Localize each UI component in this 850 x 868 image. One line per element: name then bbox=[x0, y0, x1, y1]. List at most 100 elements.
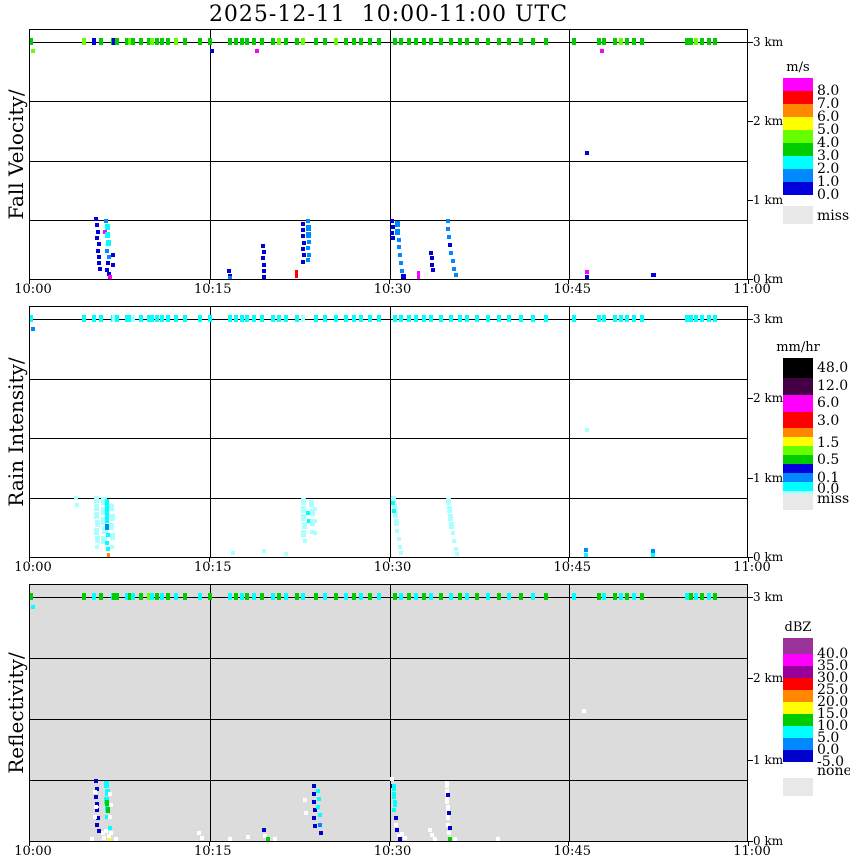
data-mark bbox=[301, 222, 305, 226]
data-mark bbox=[97, 261, 101, 265]
data-mark bbox=[323, 38, 327, 45]
colorbar-block bbox=[783, 78, 813, 91]
data-mark bbox=[183, 593, 187, 600]
gridline-vertical bbox=[210, 30, 211, 279]
data-mark bbox=[108, 275, 112, 279]
colorbar-block bbox=[783, 395, 813, 412]
y-tick-mark bbox=[748, 678, 753, 679]
data-mark bbox=[447, 811, 451, 815]
data-mark bbox=[301, 260, 305, 264]
data-mark bbox=[399, 315, 403, 322]
data-mark bbox=[107, 834, 111, 838]
data-mark bbox=[446, 823, 450, 827]
data-mark bbox=[613, 315, 617, 322]
colorbar-value-label: 0.0 bbox=[817, 742, 840, 758]
data-mark bbox=[619, 315, 623, 322]
data-mark bbox=[377, 38, 381, 45]
data-mark bbox=[106, 240, 111, 246]
data-mark bbox=[407, 38, 411, 45]
data-mark bbox=[689, 593, 693, 600]
colorbar-value-label: -5.0 bbox=[817, 754, 844, 770]
data-mark bbox=[109, 523, 114, 530]
data-mark bbox=[295, 315, 299, 322]
data-mark bbox=[31, 49, 35, 53]
data-mark bbox=[407, 593, 411, 600]
data-mark bbox=[694, 38, 698, 45]
gridline-vertical bbox=[569, 585, 570, 841]
data-mark bbox=[392, 784, 396, 791]
colorbar-block bbox=[783, 104, 813, 117]
data-mark bbox=[399, 261, 403, 265]
data-mark bbox=[105, 232, 110, 238]
data-mark bbox=[619, 38, 623, 45]
data-mark bbox=[585, 428, 589, 432]
data-mark bbox=[392, 792, 396, 799]
data-mark bbox=[313, 519, 317, 523]
data-mark bbox=[303, 539, 307, 543]
data-mark bbox=[390, 219, 394, 223]
data-mark bbox=[390, 231, 394, 235]
data-mark bbox=[160, 38, 164, 45]
data-mark bbox=[393, 511, 398, 518]
data-mark bbox=[92, 38, 96, 45]
data-mark bbox=[252, 593, 256, 600]
data-mark bbox=[96, 816, 100, 820]
data-mark bbox=[252, 38, 256, 45]
data-mark bbox=[625, 315, 629, 322]
data-mark bbox=[105, 800, 109, 806]
data-mark bbox=[101, 507, 107, 515]
data-mark bbox=[431, 268, 435, 272]
data-mark bbox=[125, 315, 129, 322]
data-mark bbox=[377, 315, 381, 322]
data-mark bbox=[262, 828, 266, 832]
data-mark bbox=[397, 834, 401, 838]
data-mark bbox=[446, 498, 451, 505]
data-mark bbox=[392, 509, 396, 513]
colorbar-block bbox=[783, 678, 813, 690]
data-mark bbox=[95, 545, 99, 549]
data-mark bbox=[92, 593, 96, 600]
y-tick-mark bbox=[748, 121, 753, 122]
data-mark bbox=[302, 241, 306, 245]
data-mark bbox=[452, 539, 456, 543]
data-mark bbox=[90, 837, 94, 841]
data-mark bbox=[131, 38, 135, 45]
data-mark bbox=[452, 267, 456, 271]
data-mark bbox=[155, 38, 159, 45]
data-mark bbox=[94, 217, 98, 221]
data-mark bbox=[301, 530, 306, 537]
y-tick-mark bbox=[748, 478, 753, 479]
data-mark bbox=[447, 831, 451, 835]
y-tick-label: 3 km bbox=[753, 35, 784, 49]
data-mark bbox=[632, 315, 636, 322]
data-mark bbox=[240, 38, 244, 45]
data-mark bbox=[111, 253, 115, 257]
y-tick-label: 2 km bbox=[753, 391, 784, 406]
data-mark bbox=[108, 838, 111, 841]
data-mark bbox=[394, 823, 398, 827]
data-mark bbox=[314, 593, 318, 600]
x-tick-label: 11:00 bbox=[733, 282, 771, 297]
data-mark bbox=[449, 251, 453, 255]
data-mark bbox=[301, 506, 306, 513]
data-mark bbox=[155, 315, 159, 322]
data-mark bbox=[446, 805, 450, 812]
colorbar-value-label: 6.0 bbox=[817, 109, 840, 125]
colorbar-block bbox=[783, 750, 813, 762]
data-mark bbox=[445, 781, 449, 788]
data-mark bbox=[414, 38, 418, 45]
data-mark bbox=[391, 236, 395, 240]
data-mark bbox=[304, 811, 308, 815]
data-mark bbox=[310, 530, 314, 534]
colorbar-value-label: 30.0 bbox=[817, 670, 849, 686]
data-mark bbox=[397, 537, 401, 541]
data-mark bbox=[391, 225, 395, 229]
data-mark bbox=[228, 276, 232, 279]
data-mark bbox=[458, 38, 462, 45]
data-mark bbox=[112, 38, 116, 45]
data-mark bbox=[245, 593, 249, 600]
data-mark bbox=[685, 593, 689, 600]
data-mark bbox=[104, 219, 108, 223]
data-mark bbox=[401, 274, 406, 279]
data-mark bbox=[707, 593, 711, 600]
